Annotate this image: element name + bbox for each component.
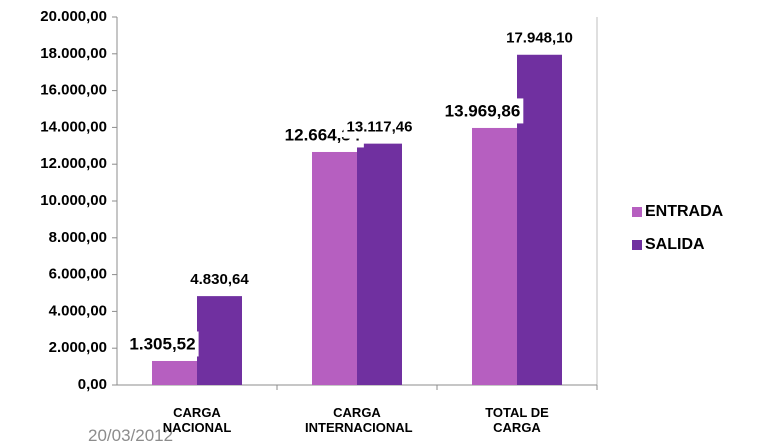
- bar: [357, 143, 402, 385]
- x-tick-label: CARGA INTERNACIONAL: [305, 405, 413, 435]
- value-label: 13.969,86: [445, 101, 521, 120]
- legend-swatch: [632, 240, 642, 250]
- y-tick-label: 18.000,00: [40, 45, 107, 62]
- label-background: [343, 115, 416, 139]
- y-tick-label: 16.000,00: [40, 82, 107, 99]
- footer-date: 20/03/2012: [88, 426, 174, 444]
- y-tick-label: 2.000,00: [49, 339, 107, 356]
- y-tick-label: 20.000,00: [40, 8, 107, 25]
- x-tick-label: CARGA NACIONAL: [162, 405, 232, 435]
- y-tick-label: 0,00: [78, 376, 107, 393]
- bar: [312, 151, 357, 385]
- label-background: [187, 268, 253, 292]
- label-background: [441, 98, 524, 124]
- legend-swatch: [632, 207, 642, 217]
- x-tick-label: TOTAL DE CARGA: [485, 405, 549, 435]
- y-tick-label: 6.000,00: [49, 266, 107, 283]
- legend-label: ENTRADA: [645, 203, 724, 220]
- y-tick-label: 10.000,00: [40, 192, 107, 209]
- label-background: [126, 331, 199, 357]
- value-label: 17.948,10: [506, 30, 573, 47]
- legend-label: SALIDA: [645, 236, 705, 253]
- y-tick-label: 8.000,00: [49, 229, 107, 246]
- y-tick-label: 12.000,00: [40, 155, 107, 172]
- y-tick-label: 14.000,00: [40, 118, 107, 135]
- label-background: [503, 26, 576, 50]
- bar: [472, 127, 517, 385]
- bar: [152, 360, 197, 385]
- bar: [517, 54, 562, 386]
- value-label: 12.664,34: [285, 125, 361, 144]
- y-tick-label: 4.000,00: [49, 302, 107, 319]
- value-label: 13.117,46: [347, 119, 413, 136]
- bar: [197, 296, 242, 385]
- value-label: 1.305,52: [129, 334, 195, 353]
- value-label: 4.830,64: [190, 271, 249, 288]
